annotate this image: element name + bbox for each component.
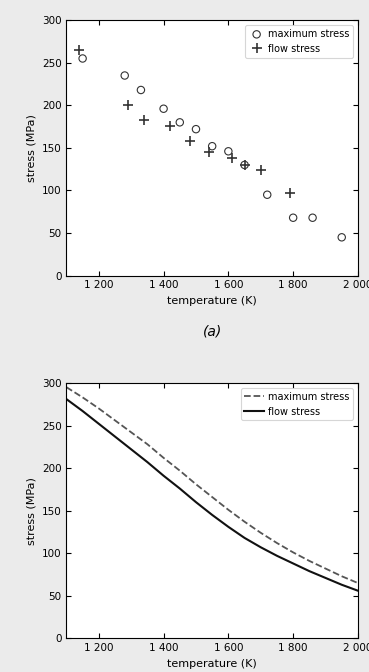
- maximum stress: [264, 190, 270, 200]
- maximum stress: [226, 506, 231, 514]
- flow stress: [113, 433, 117, 441]
- maximum stress: [161, 454, 166, 462]
- flow stress: [259, 543, 263, 551]
- flow stress: [259, 166, 263, 174]
- Legend: maximum stress, flow stress: maximum stress, flow stress: [245, 25, 353, 58]
- maximum stress: [193, 124, 199, 134]
- flow stress: [142, 116, 146, 124]
- flow stress: [323, 574, 328, 582]
- maximum stress: [259, 529, 263, 537]
- maximum stress: [64, 383, 69, 391]
- flow stress: [230, 154, 234, 162]
- flow stress: [161, 472, 166, 480]
- flow stress: [226, 523, 231, 531]
- Line: maximum stress: maximum stress: [66, 387, 358, 583]
- maximum stress: [138, 85, 144, 95]
- flow stress: [275, 552, 279, 560]
- flow stress: [356, 587, 360, 595]
- maximum stress: [145, 440, 149, 448]
- flow stress: [129, 446, 134, 454]
- maximum stress: [290, 212, 296, 223]
- maximum stress: [80, 53, 86, 64]
- flow stress: [97, 420, 101, 428]
- maximum stress: [242, 517, 247, 526]
- maximum stress: [161, 103, 166, 114]
- flow stress: [242, 161, 247, 169]
- flow stress: [207, 148, 211, 156]
- maximum stress: [339, 232, 345, 243]
- maximum stress: [122, 70, 128, 81]
- maximum stress: [113, 417, 117, 425]
- Legend: maximum stress, flow stress: maximum stress, flow stress: [241, 388, 353, 421]
- maximum stress: [275, 539, 279, 547]
- flow stress: [194, 498, 198, 506]
- flow stress: [291, 559, 295, 567]
- Y-axis label: stress (MPa): stress (MPa): [26, 114, 36, 182]
- maximum stress: [310, 212, 315, 223]
- maximum stress: [242, 159, 248, 170]
- maximum stress: [323, 564, 328, 573]
- maximum stress: [177, 117, 183, 128]
- flow stress: [64, 395, 69, 403]
- flow stress: [242, 534, 247, 542]
- flow stress: [145, 458, 149, 466]
- flow stress: [307, 567, 311, 575]
- Y-axis label: stress (MPa): stress (MPa): [26, 476, 36, 544]
- maximum stress: [97, 405, 101, 413]
- maximum stress: [291, 548, 295, 556]
- flow stress: [187, 137, 192, 145]
- maximum stress: [210, 493, 214, 501]
- maximum stress: [194, 480, 198, 489]
- X-axis label: temperature (K): temperature (K): [167, 659, 257, 669]
- flow stress: [177, 485, 182, 493]
- maximum stress: [80, 393, 85, 401]
- flow stress: [168, 122, 172, 130]
- Text: (a): (a): [203, 325, 222, 339]
- maximum stress: [209, 141, 215, 152]
- flow stress: [339, 581, 344, 589]
- maximum stress: [225, 146, 231, 157]
- flow stress: [126, 101, 130, 110]
- flow stress: [77, 46, 82, 54]
- maximum stress: [356, 579, 360, 587]
- Line: flow stress: flow stress: [75, 45, 295, 198]
- flow stress: [288, 189, 292, 197]
- maximum stress: [339, 572, 344, 580]
- maximum stress: [307, 557, 311, 565]
- flow stress: [210, 511, 214, 519]
- X-axis label: temperature (K): temperature (K): [167, 296, 257, 306]
- maximum stress: [129, 428, 134, 436]
- flow stress: [80, 407, 85, 415]
- Line: flow stress: flow stress: [66, 399, 358, 591]
- maximum stress: [177, 466, 182, 474]
